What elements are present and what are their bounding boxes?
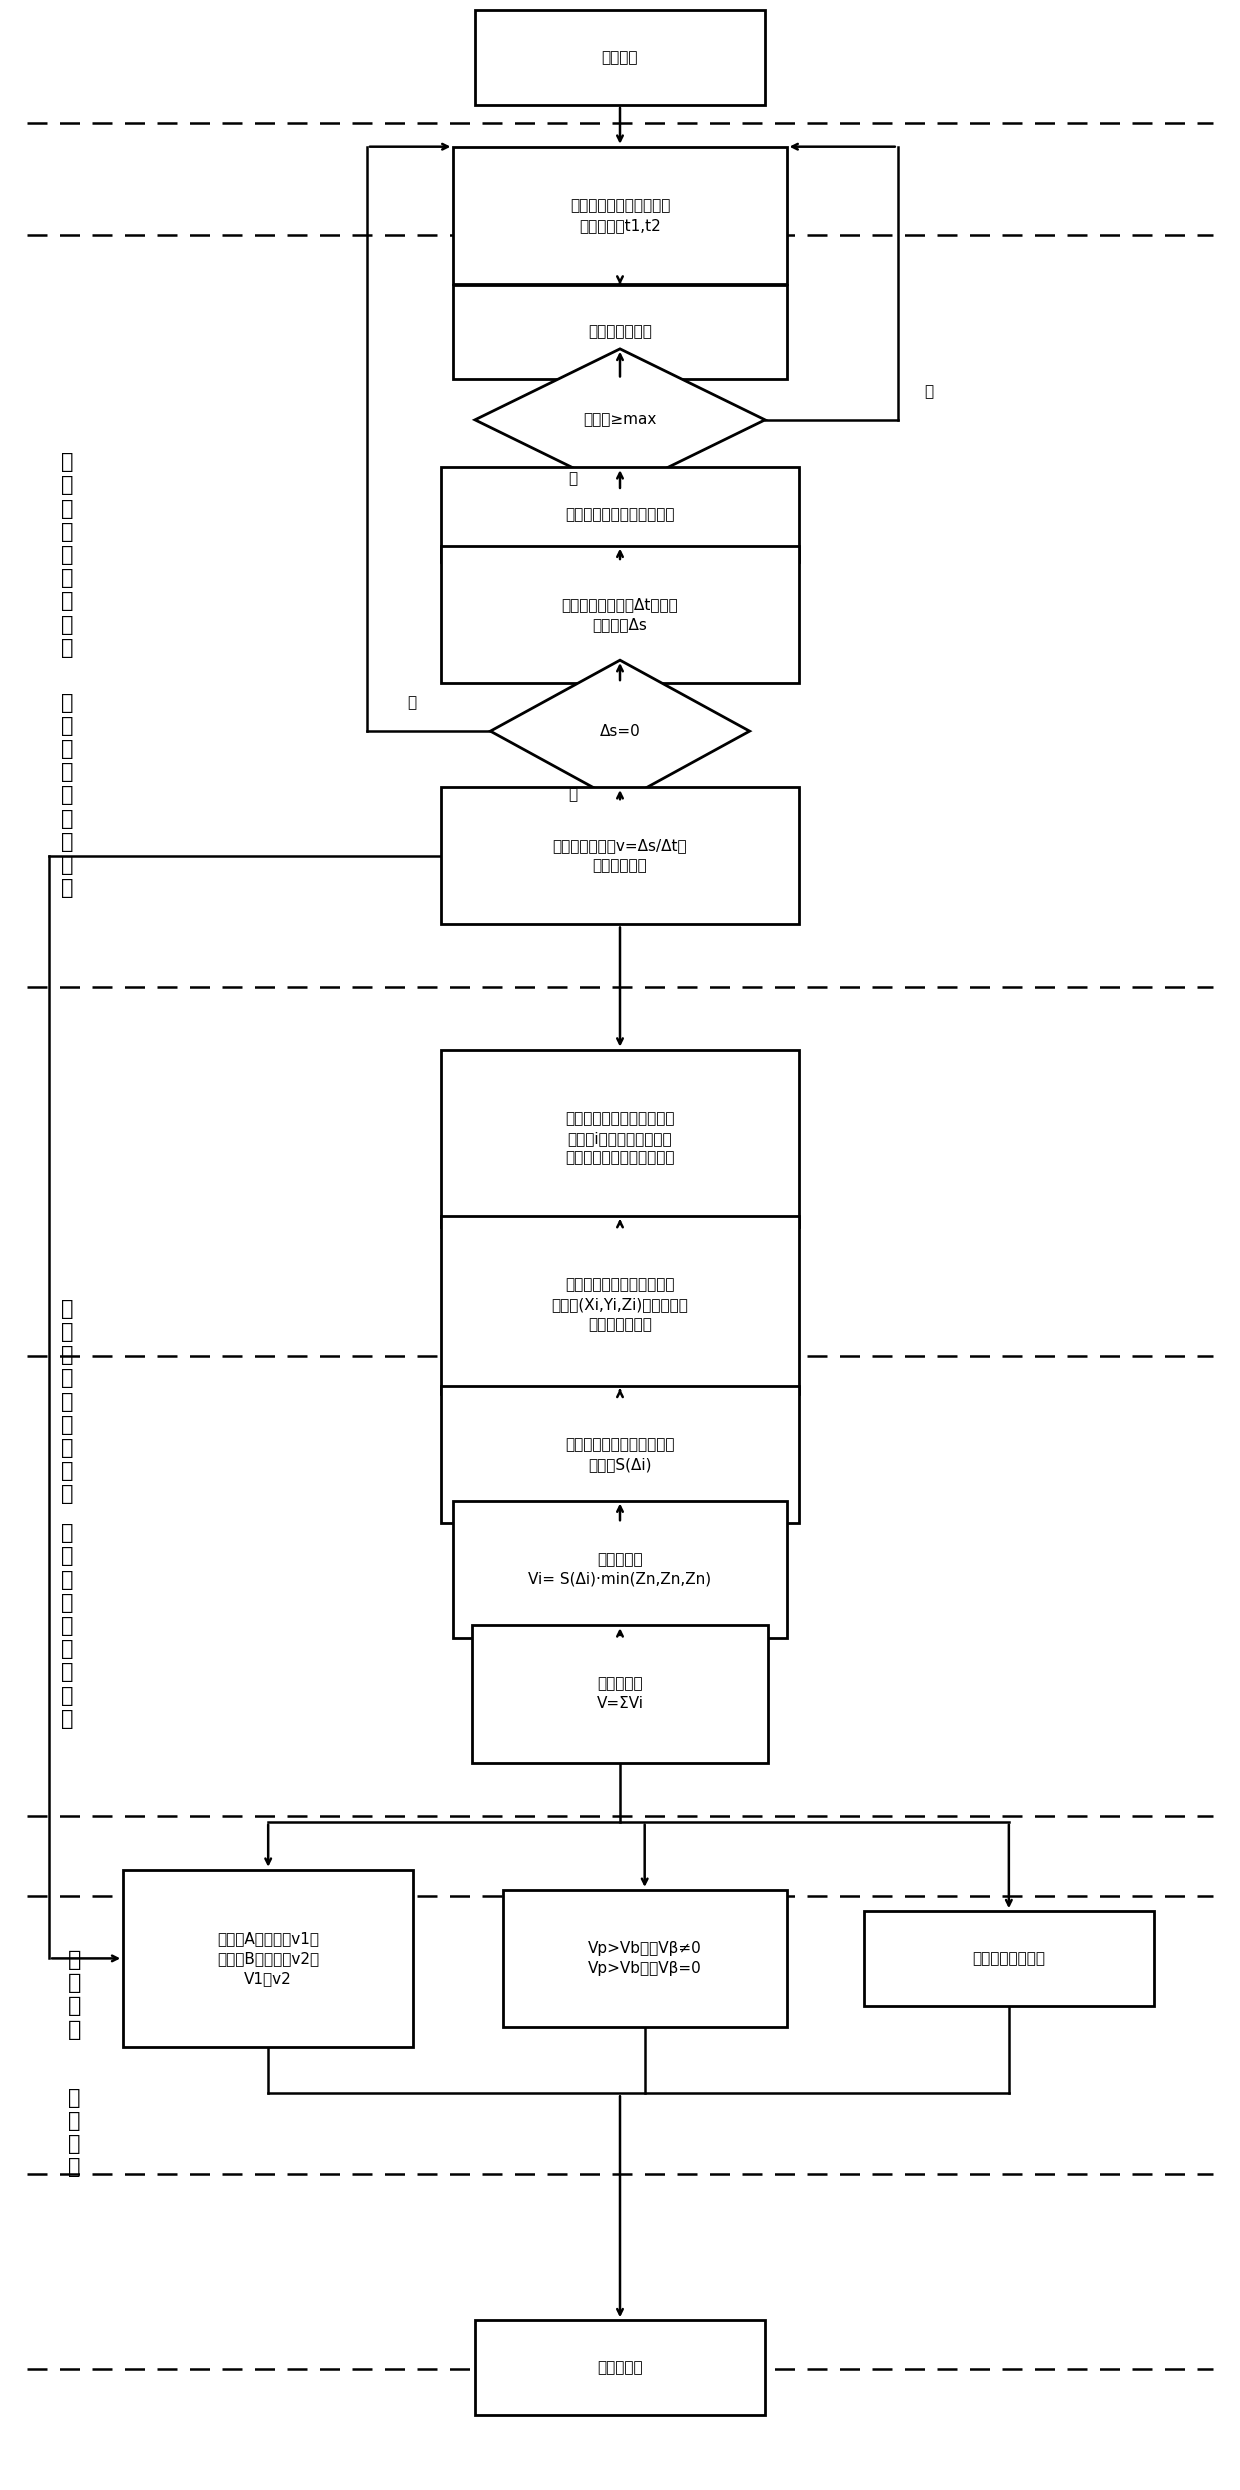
Text: 判定为堵塞: 判定为堵塞: [598, 2361, 642, 2375]
Text: 煤堆体积：
V=ΣVi: 煤堆体积： V=ΣVi: [596, 1676, 644, 1711]
Text: 综
合
决
策: 综 合 决 策: [68, 1950, 81, 2039]
FancyBboxPatch shape: [475, 2321, 765, 2415]
FancyBboxPatch shape: [123, 1870, 413, 2047]
FancyBboxPatch shape: [502, 1890, 786, 2027]
Text: Vp>Vb，且Vβ≠0
Vp>Vb，且Vβ=0: Vp>Vb，且Vβ≠0 Vp>Vb，且Vβ=0: [588, 1942, 702, 1975]
Text: 采用视觉测量算法，求取三
维坐标(Xi,Yi,Zi)，再调取相
应参数算出体积: 采用视觉测量算法，求取三 维坐标(Xi,Yi,Zi)，再调取相 应参数算出体积: [552, 1277, 688, 1332]
Text: 否: 否: [924, 383, 934, 398]
FancyBboxPatch shape: [475, 10, 765, 105]
FancyBboxPatch shape: [441, 1048, 799, 1228]
Text: 是: 是: [407, 695, 415, 710]
Polygon shape: [475, 349, 765, 491]
Text: 采用视觉分割算法，将煤堆
分割为i个煤块，对每一个
煤堆分别建立三维网络模型: 采用视觉分割算法，将煤堆 分割为i个煤块，对每一个 煤堆分别建立三维网络模型: [565, 1111, 675, 1165]
Polygon shape: [490, 660, 750, 802]
Text: 电流参数发生变化: 电流参数发生变化: [972, 1950, 1045, 1967]
FancyBboxPatch shape: [454, 1501, 786, 1638]
FancyBboxPatch shape: [441, 1387, 799, 1524]
Text: 基
于
视
觉
的
速
度
估
计: 基 于 视 觉 的 速 度 估 计: [61, 692, 73, 899]
Text: 是: 是: [568, 471, 578, 486]
Text: 否: 否: [568, 787, 578, 802]
Text: 综
合
决
策: 综 合 决 策: [68, 2087, 81, 2176]
Text: 取对应三个点的二维坐标并
计算出S(Δi): 取对应三个点的二维坐标并 计算出S(Δi): [565, 1437, 675, 1472]
Text: Δs=0: Δs=0: [600, 725, 640, 740]
FancyBboxPatch shape: [454, 284, 786, 378]
Text: 测量出同一煤块在Δt内运动
的距离为Δs: 测量出同一煤块在Δt内运动 的距离为Δs: [562, 598, 678, 632]
Text: 煤块体积：
Vi= S(Δi)·min(Zn,Zn,Zn): 煤块体积： Vi= S(Δi)·min(Zn,Zn,Zn): [528, 1551, 712, 1586]
Text: 采用灰度切割法: 采用灰度切割法: [588, 324, 652, 339]
Text: 灰度值≥max: 灰度值≥max: [583, 413, 657, 428]
FancyBboxPatch shape: [472, 1626, 768, 1763]
Text: 基
于
视
觉
的
体
积
估
计: 基 于 视 觉 的 体 积 估 计: [61, 1300, 73, 1504]
Text: 记算出运煤速度v=Δs/Δt，
判断正常运煤: 记算出运煤速度v=Δs/Δt， 判断正常运煤: [553, 839, 687, 874]
Text: 基
于
视
觉
的
体
积
估
计: 基 于 视 觉 的 体 积 估 计: [61, 1524, 73, 1728]
Text: 基
于
视
觉
的
速
度
估
计: 基 于 视 觉 的 速 度 估 计: [61, 453, 73, 657]
FancyBboxPatch shape: [441, 468, 799, 563]
FancyBboxPatch shape: [441, 545, 799, 682]
Text: 皮带机A速度记为v1，
皮带机B速度记为v2，
V1＜v2: 皮带机A速度记为v1， 皮带机B速度记为v2， V1＜v2: [217, 1932, 319, 1985]
Text: 数取短时间内的两帧图片
时间记录为t1,t2: 数取短时间内的两帧图片 时间记录为t1,t2: [570, 197, 670, 232]
FancyBboxPatch shape: [441, 1215, 799, 1394]
FancyBboxPatch shape: [454, 147, 786, 284]
FancyBboxPatch shape: [864, 1912, 1154, 2007]
Text: 判断有照，并标记同一煤块: 判断有照，并标记同一煤块: [565, 508, 675, 523]
Text: 输入视频: 输入视频: [601, 50, 639, 65]
FancyBboxPatch shape: [441, 787, 799, 924]
